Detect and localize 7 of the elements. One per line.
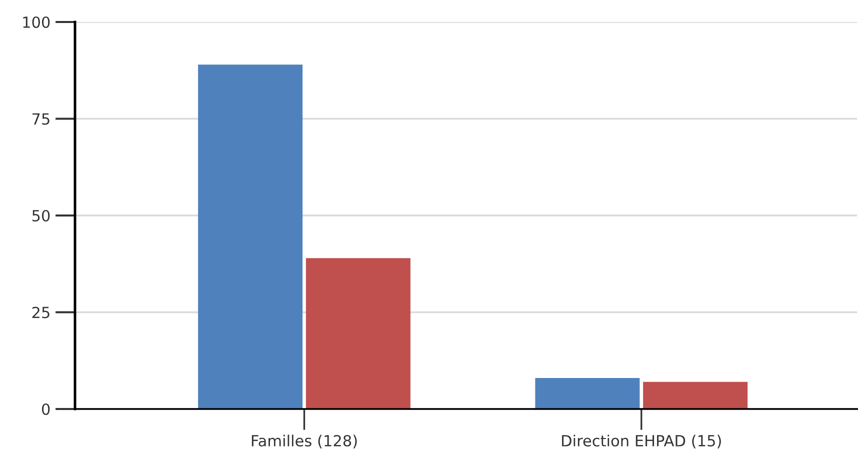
y-tick-label: 75 — [32, 113, 50, 125]
y-tick-label: 0 — [42, 403, 50, 416]
x-tick-label: Familles (128) — [252, 434, 357, 448]
y-tick-label: 100 — [23, 16, 50, 28]
y-tick-label: 50 — [32, 210, 50, 222]
x-tick-label: Direction EHPAD (15) — [562, 434, 721, 448]
y-tick-label: 25 — [32, 306, 50, 318]
